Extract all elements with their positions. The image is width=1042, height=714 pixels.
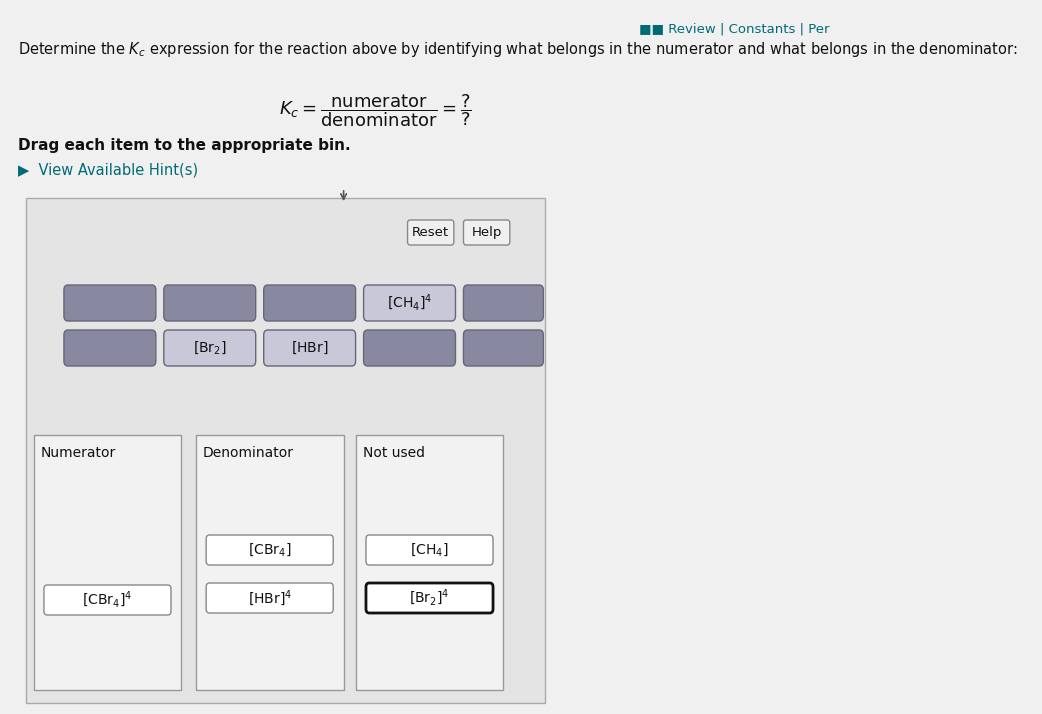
Text: $[\mathrm{Br}_2]^4$: $[\mathrm{Br}_2]^4$ — [410, 588, 450, 608]
Text: $K_c = \dfrac{\mathrm{numerator}}{\mathrm{denominator}} = \dfrac{?}{?}$: $K_c = \dfrac{\mathrm{numerator}}{\mathr… — [279, 92, 472, 129]
Text: ▶  View Available Hint(s): ▶ View Available Hint(s) — [18, 162, 198, 177]
Text: Numerator: Numerator — [41, 446, 116, 460]
Text: Determine the $K_c$ expression for the reaction above by identifying what belong: Determine the $K_c$ expression for the r… — [18, 40, 1017, 59]
Text: $[\mathrm{HBr}]^4$: $[\mathrm{HBr}]^4$ — [248, 588, 292, 608]
Text: $[\mathrm{HBr}]$: $[\mathrm{HBr}]$ — [291, 340, 328, 356]
Bar — [26, 198, 545, 703]
FancyBboxPatch shape — [264, 330, 355, 366]
Text: ■■ Review | Constants | Per: ■■ Review | Constants | Per — [639, 22, 829, 35]
FancyBboxPatch shape — [206, 583, 333, 613]
FancyBboxPatch shape — [44, 585, 171, 615]
Text: Reset: Reset — [413, 226, 449, 239]
Bar — [33, 435, 181, 690]
Text: $[\mathrm{CBr}_4]$: $[\mathrm{CBr}_4]$ — [248, 542, 292, 558]
FancyBboxPatch shape — [164, 330, 255, 366]
FancyBboxPatch shape — [164, 285, 255, 321]
FancyBboxPatch shape — [464, 285, 543, 321]
FancyBboxPatch shape — [64, 285, 156, 321]
Bar — [355, 435, 503, 690]
FancyBboxPatch shape — [366, 535, 493, 565]
Text: Help: Help — [471, 226, 502, 239]
Text: $[\mathrm{CH}_4]$: $[\mathrm{CH}_4]$ — [411, 542, 449, 558]
Text: Not used: Not used — [363, 446, 425, 460]
FancyBboxPatch shape — [206, 535, 333, 565]
FancyBboxPatch shape — [364, 330, 455, 366]
FancyBboxPatch shape — [407, 220, 454, 245]
Text: $[\mathrm{CBr}_4]^4$: $[\mathrm{CBr}_4]^4$ — [82, 590, 132, 610]
FancyBboxPatch shape — [464, 330, 543, 366]
Text: $[\mathrm{CH}_4]^4$: $[\mathrm{CH}_4]^4$ — [387, 293, 432, 313]
FancyBboxPatch shape — [464, 220, 510, 245]
FancyBboxPatch shape — [364, 285, 455, 321]
Bar — [196, 435, 344, 690]
Text: Denominator: Denominator — [203, 446, 294, 460]
FancyBboxPatch shape — [64, 330, 156, 366]
FancyBboxPatch shape — [264, 285, 355, 321]
Text: $[\mathrm{Br}_2]$: $[\mathrm{Br}_2]$ — [193, 340, 226, 356]
Text: Drag each item to the appropriate bin.: Drag each item to the appropriate bin. — [18, 138, 350, 153]
FancyBboxPatch shape — [366, 583, 493, 613]
